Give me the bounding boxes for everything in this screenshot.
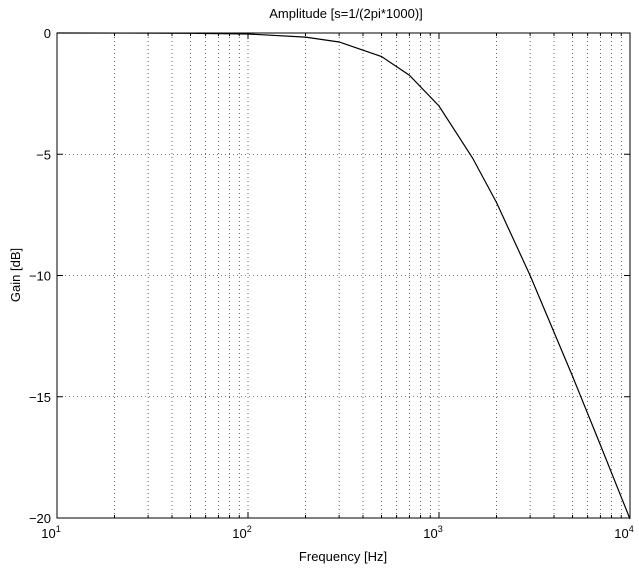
y-tick-label: −10 — [29, 269, 51, 284]
y-tick-label: −15 — [29, 390, 51, 405]
series-line — [56, 32, 631, 520]
x-tick-label: 102 — [232, 524, 251, 541]
x-axis-label: Frequency [Hz] — [299, 549, 387, 564]
plot-area — [56, 32, 631, 519]
x-tick-label: 104 — [614, 524, 633, 541]
ticks — [57, 32, 630, 519]
y-tick-label: −20 — [29, 511, 51, 526]
y-tick-label: 0 — [44, 26, 51, 41]
y-axis-label: Gain [dB] — [8, 248, 23, 302]
x-tick-label: 101 — [41, 524, 60, 541]
grid — [57, 33, 630, 518]
y-tick-labels: 0 −5 −10 −15 −20 — [29, 26, 51, 526]
chart-title: Amplitude [s=1/(2pi*1000)] — [269, 6, 423, 21]
y-tick-label: −5 — [36, 147, 51, 162]
x-tick-label: 103 — [423, 524, 442, 541]
x-tick-labels: 101 102 103 104 — [41, 524, 633, 541]
